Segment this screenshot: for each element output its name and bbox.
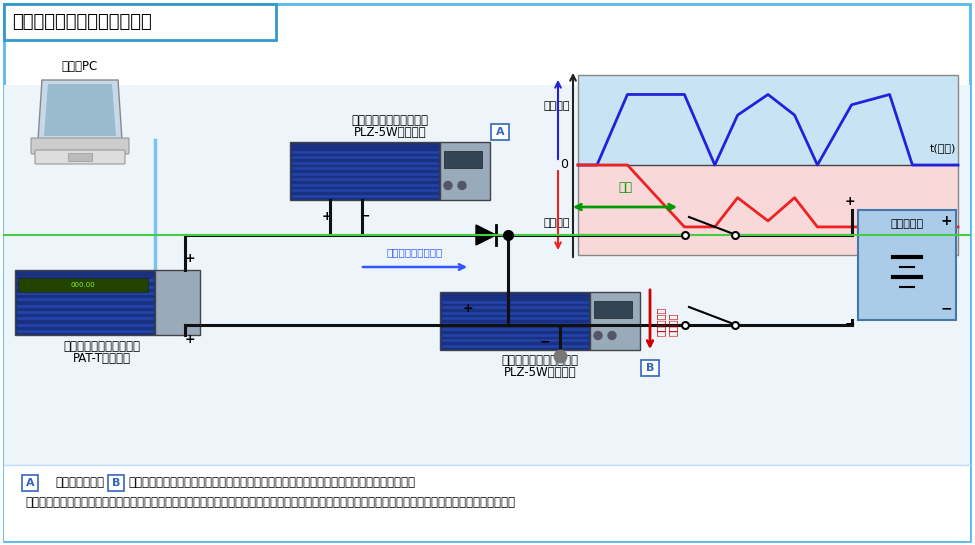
Text: +: + [844, 195, 855, 208]
Text: 多機能直流電子負荷装置: 多機能直流電子負荷装置 [352, 113, 428, 126]
Text: 高速定電流電源として使用例: 高速定電流電源として使用例 [12, 13, 152, 31]
Text: 電池やバッテリー等の充放電電圧／電流を測定・評価や双方向形コンバータに対するブラシレスモータの回生電流シミュレーションも行うことができます。: 電池やバッテリー等の充放電電圧／電流を測定・評価や双方向形コンバータに対するブラ… [25, 496, 515, 510]
FancyBboxPatch shape [108, 475, 124, 491]
Polygon shape [44, 84, 116, 136]
Text: 制御用PC: 制御用PC [61, 60, 98, 74]
Bar [858, 210, 956, 320]
Text: 0: 0 [560, 159, 568, 172]
Bar [440, 292, 590, 350]
Text: 充電電流: 充電電流 [543, 101, 570, 112]
Polygon shape [476, 225, 496, 245]
Text: −: − [360, 210, 370, 223]
Text: 充電電流（ソース）: 充電電流（ソース） [387, 247, 443, 257]
Bar [594, 301, 632, 318]
Bar [578, 165, 958, 255]
FancyBboxPatch shape [641, 360, 659, 376]
Bar [18, 278, 148, 292]
Bar [68, 153, 92, 161]
Bar [444, 151, 482, 168]
Text: t(時間): t(時間) [929, 143, 956, 153]
Bar [4, 465, 970, 541]
Text: でマイナス電流を高速に制御することで、高速定電流電源として使用することが可能です。: でマイナス電流を高速に制御することで、高速定電流電源として使用することが可能です… [128, 476, 415, 489]
Text: +: + [463, 302, 473, 315]
Text: でプラス電流，: でプラス電流， [55, 476, 104, 489]
Text: −: − [844, 318, 855, 331]
Text: 大容量スイッチング電源: 大容量スイッチング電源 [63, 340, 140, 353]
Text: −: − [940, 301, 952, 315]
Bar [578, 75, 958, 255]
Bar [578, 75, 958, 165]
Bar [4, 4, 276, 40]
Circle shape [458, 181, 466, 190]
Bar [155, 270, 200, 335]
Text: PAT-Tシリーズ: PAT-Tシリーズ [73, 352, 131, 365]
Circle shape [608, 331, 616, 340]
Text: −: − [540, 335, 550, 348]
Bar [440, 142, 490, 200]
Text: +: + [322, 210, 332, 223]
Text: A: A [495, 127, 504, 137]
Bar [15, 270, 155, 335]
FancyBboxPatch shape [22, 475, 38, 491]
FancyBboxPatch shape [35, 150, 125, 164]
FancyBboxPatch shape [491, 124, 509, 140]
Text: +: + [940, 214, 952, 228]
Bar [4, 85, 970, 465]
Text: PLZ-5Wシリーズ: PLZ-5Wシリーズ [504, 366, 576, 378]
Text: B: B [112, 478, 120, 488]
Text: （シンク）
放電電流: （シンク） 放電電流 [656, 306, 678, 336]
Text: 000.00: 000.00 [70, 282, 96, 288]
Text: +: + [184, 252, 195, 265]
Bar [290, 142, 440, 200]
Text: B: B [645, 363, 654, 373]
Text: A: A [25, 478, 34, 488]
Text: +: + [184, 333, 195, 346]
Polygon shape [38, 80, 122, 140]
Bar [590, 292, 640, 350]
Circle shape [444, 181, 452, 190]
Text: PLZ-5Wシリーズ: PLZ-5Wシリーズ [354, 125, 426, 138]
Text: 電流: 電流 [618, 181, 632, 194]
Circle shape [594, 331, 602, 340]
Text: バッテリー: バッテリー [890, 219, 923, 229]
Text: 多機能直流電子負荷装置: 多機能直流電子負荷装置 [501, 354, 578, 366]
FancyBboxPatch shape [31, 138, 129, 154]
Text: 放電電流: 放電電流 [543, 219, 570, 228]
